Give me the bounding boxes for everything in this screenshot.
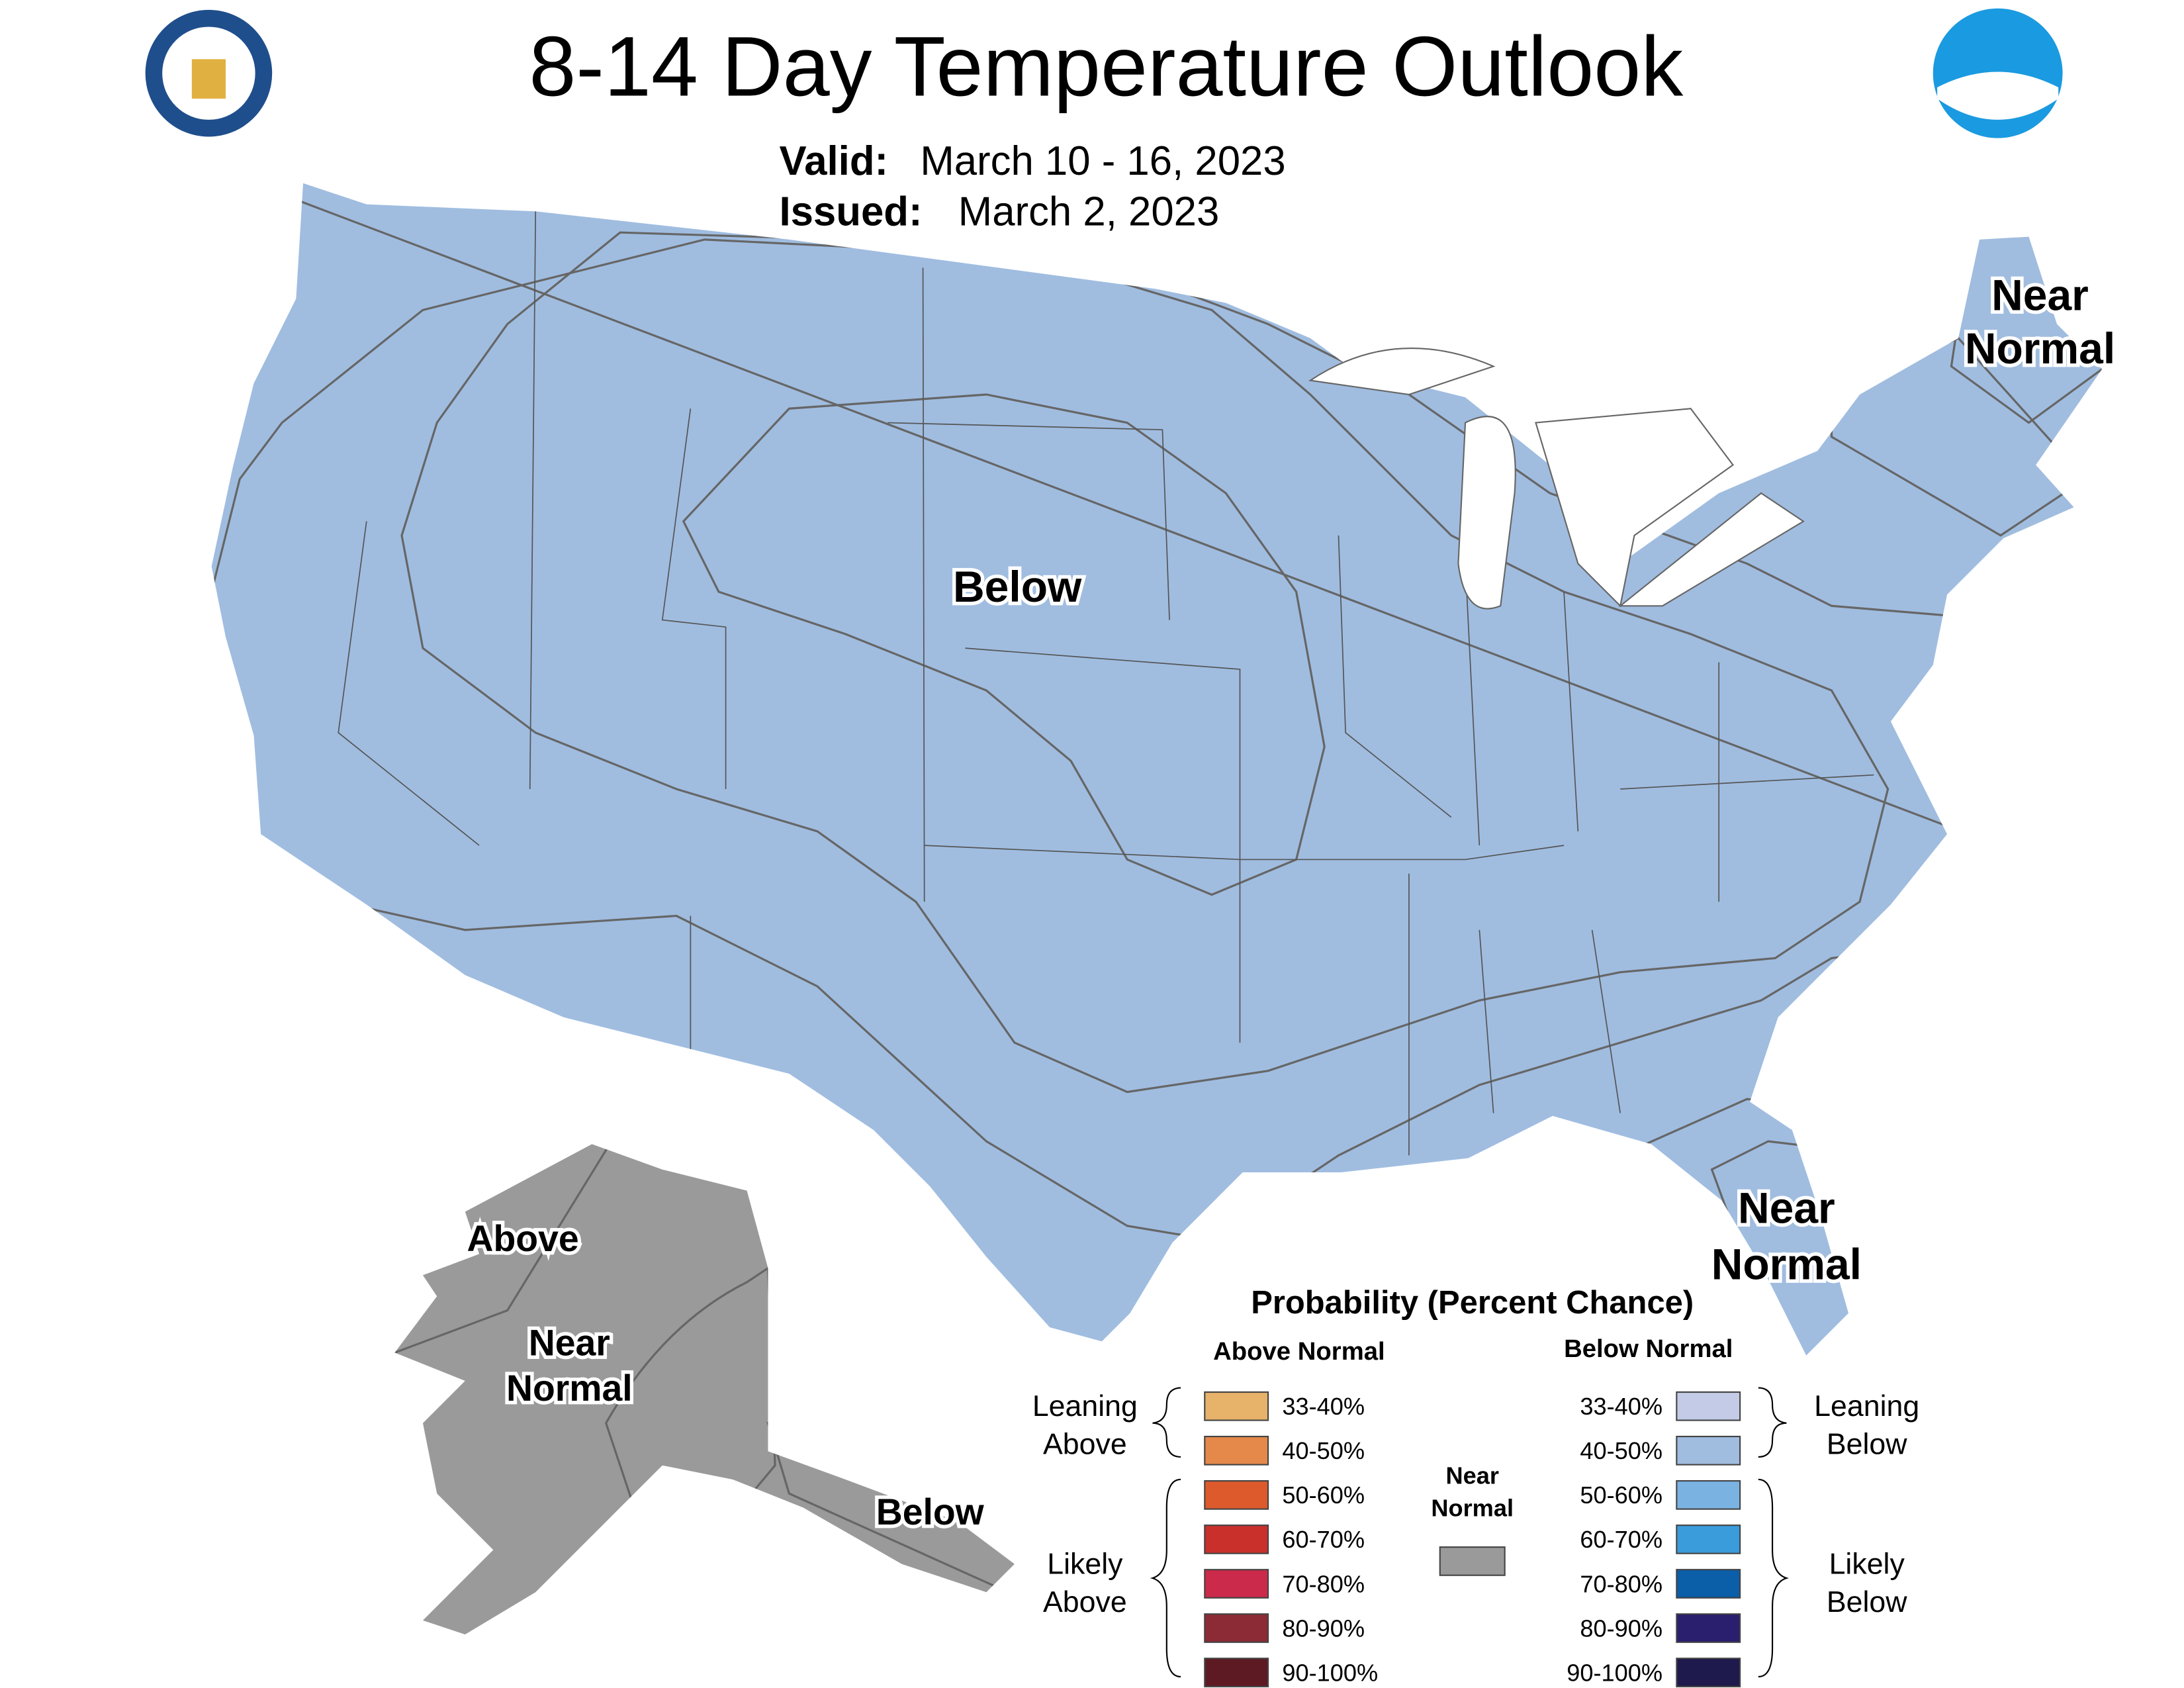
region-40-50 <box>211 183 2103 1356</box>
valid-label: Valid: <box>779 138 888 184</box>
group-label: Likely Below <box>1827 1548 1907 1618</box>
title: 8-14 Day Temperature Outlook <box>529 20 1684 115</box>
map-label: Above <box>467 1218 579 1259</box>
legend-swatch <box>1676 1480 1741 1510</box>
great-lakes <box>1308 348 1805 610</box>
legend-swatch <box>1676 1435 1741 1466</box>
legend-label: 50-60% <box>1580 1481 1662 1509</box>
doc-shield <box>191 59 226 99</box>
ak-33-40 <box>604 1266 776 1552</box>
legend-label: 70-80% <box>1580 1570 1662 1597</box>
braces <box>1150 1387 1790 1678</box>
map-label: Near Normal <box>506 1323 633 1409</box>
legend-heading: Below Normal <box>1564 1335 1733 1363</box>
issued-date: March 2, 2023 <box>958 189 1220 235</box>
map-label: Below <box>953 562 1082 611</box>
legend-label: 80-90% <box>1580 1615 1662 1642</box>
group-label: Leaning Above <box>1032 1390 1138 1460</box>
legend: Probability (Percent Chance) Above Norma… <box>1032 1285 1919 1687</box>
legend-heading: Above Normal <box>1213 1337 1385 1366</box>
logos <box>145 8 2063 138</box>
legend-swatch <box>1204 1480 1269 1510</box>
legend-title: Probability (Percent Chance) <box>1251 1285 1694 1321</box>
map-label: Near Normal <box>1965 270 2115 373</box>
map-label: Below <box>876 1491 985 1532</box>
legend-label: 80-90% <box>1282 1615 1365 1642</box>
legend-swatch <box>1204 1524 1269 1554</box>
legend-label: 33-40% <box>1580 1393 1662 1420</box>
issued-label: Issued: <box>779 189 922 235</box>
legend-label: 40-50% <box>1580 1437 1662 1464</box>
group-label: Leaning Below <box>1814 1390 1919 1460</box>
region-50-60 <box>211 183 2103 1241</box>
group-label: Likely Above <box>1043 1548 1127 1618</box>
legend-swatch <box>1204 1435 1269 1466</box>
legend-swatch <box>1676 1613 1741 1643</box>
noaa-wave <box>1937 71 2059 120</box>
legend-swatch <box>1204 1613 1269 1643</box>
near-normal-label: Near Normal <box>1431 1462 1514 1521</box>
state-lines <box>338 211 1874 1156</box>
legend-swatch <box>1676 1524 1741 1554</box>
ak-above <box>394 1144 622 1354</box>
legend-label: 60-70% <box>1580 1526 1662 1553</box>
legend-swatch <box>1204 1391 1269 1421</box>
region-60-70 <box>400 231 1889 1094</box>
legend-swatch <box>1676 1658 1741 1687</box>
legend-swatch <box>1204 1569 1269 1599</box>
legend-label: 90-100% <box>1282 1659 1378 1686</box>
near-normal-swatch <box>1439 1546 1506 1576</box>
legend-swatch <box>1676 1569 1741 1599</box>
legend-label: 70-80% <box>1282 1570 1365 1597</box>
legend-label: 60-70% <box>1282 1526 1365 1553</box>
legend-label: 90-100% <box>1567 1659 1662 1686</box>
legend-swatch <box>1676 1391 1741 1421</box>
region-70-80 <box>682 393 1326 896</box>
legend-label: 33-40% <box>1282 1393 1365 1420</box>
valid-dates: March 10 - 16, 2023 <box>920 138 1285 184</box>
map-label: Near Normal <box>1711 1184 1862 1289</box>
legend-label: 50-60% <box>1282 1481 1365 1509</box>
conus <box>211 183 2103 1356</box>
legend-swatch <box>1204 1658 1269 1687</box>
legend-label: 40-50% <box>1282 1437 1365 1464</box>
